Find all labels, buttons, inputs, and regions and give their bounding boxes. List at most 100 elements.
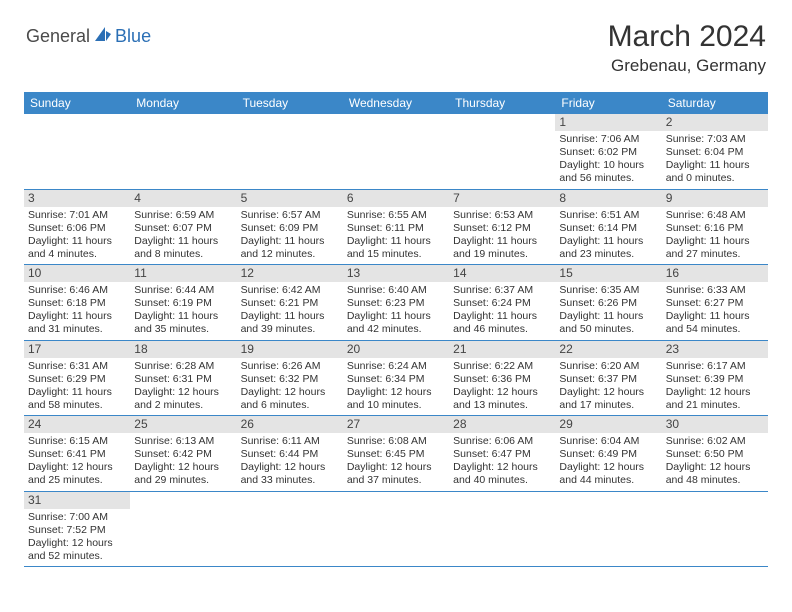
daylight-line: Daylight: 12 hours bbox=[347, 461, 445, 474]
daylight-line: and 52 minutes. bbox=[28, 550, 126, 563]
daylight-line: Daylight: 11 hours bbox=[559, 310, 657, 323]
sunrise-line: Sunrise: 6:53 AM bbox=[453, 209, 551, 222]
day-number: 22 bbox=[555, 341, 661, 358]
day-number: 19 bbox=[237, 341, 343, 358]
sunset-line: Sunset: 6:09 PM bbox=[241, 222, 339, 235]
daylight-line: and 48 minutes. bbox=[666, 474, 764, 487]
day-of-week-header: Sunday Monday Tuesday Wednesday Thursday… bbox=[24, 92, 768, 114]
sunset-line: Sunset: 6:27 PM bbox=[666, 297, 764, 310]
day-number: 13 bbox=[343, 265, 449, 282]
sunrise-line: Sunrise: 6:31 AM bbox=[28, 360, 126, 373]
sunrise-line: Sunrise: 6:42 AM bbox=[241, 284, 339, 297]
empty-cell bbox=[343, 114, 449, 189]
day-cell: 12Sunrise: 6:42 AMSunset: 6:21 PMDayligh… bbox=[237, 265, 343, 340]
daylight-line: and 19 minutes. bbox=[453, 248, 551, 261]
day-cell: 22Sunrise: 6:20 AMSunset: 6:37 PMDayligh… bbox=[555, 341, 661, 416]
day-cell: 3Sunrise: 7:01 AMSunset: 6:06 PMDaylight… bbox=[24, 190, 130, 265]
empty-cell bbox=[449, 114, 555, 189]
daylight-line: and 12 minutes. bbox=[241, 248, 339, 261]
daylight-line: Daylight: 11 hours bbox=[28, 235, 126, 248]
day-number: 31 bbox=[24, 492, 130, 509]
day-number: 28 bbox=[449, 416, 555, 433]
sunset-line: Sunset: 6:18 PM bbox=[28, 297, 126, 310]
day-cell: 16Sunrise: 6:33 AMSunset: 6:27 PMDayligh… bbox=[662, 265, 768, 340]
day-number: 10 bbox=[24, 265, 130, 282]
title-block: March 2024 Grebenau, Germany bbox=[608, 20, 766, 76]
empty-cell bbox=[237, 114, 343, 189]
daylight-line: and 33 minutes. bbox=[241, 474, 339, 487]
daylight-line: and 44 minutes. bbox=[559, 474, 657, 487]
sunset-line: Sunset: 6:06 PM bbox=[28, 222, 126, 235]
day-cell: 30Sunrise: 6:02 AMSunset: 6:50 PMDayligh… bbox=[662, 416, 768, 491]
sunrise-line: Sunrise: 6:22 AM bbox=[453, 360, 551, 373]
sunrise-line: Sunrise: 7:03 AM bbox=[666, 133, 764, 146]
calendar-table: Sunday Monday Tuesday Wednesday Thursday… bbox=[24, 92, 768, 567]
day-cell: 28Sunrise: 6:06 AMSunset: 6:47 PMDayligh… bbox=[449, 416, 555, 491]
sunset-line: Sunset: 6:39 PM bbox=[666, 373, 764, 386]
daylight-line: Daylight: 12 hours bbox=[666, 461, 764, 474]
daylight-line: and 10 minutes. bbox=[347, 399, 445, 412]
daylight-line: and 6 minutes. bbox=[241, 399, 339, 412]
week-row: 17Sunrise: 6:31 AMSunset: 6:29 PMDayligh… bbox=[24, 341, 768, 417]
dow-tuesday: Tuesday bbox=[237, 92, 343, 114]
daylight-line: Daylight: 12 hours bbox=[28, 537, 126, 550]
day-number: 6 bbox=[343, 190, 449, 207]
empty-cell bbox=[555, 492, 661, 567]
daylight-line: Daylight: 11 hours bbox=[134, 235, 232, 248]
day-number: 12 bbox=[237, 265, 343, 282]
sunrise-line: Sunrise: 6:26 AM bbox=[241, 360, 339, 373]
week-row: 31Sunrise: 7:00 AMSunset: 7:52 PMDayligh… bbox=[24, 492, 768, 568]
sunrise-line: Sunrise: 7:00 AM bbox=[28, 511, 126, 524]
day-number: 25 bbox=[130, 416, 236, 433]
day-cell: 20Sunrise: 6:24 AMSunset: 6:34 PMDayligh… bbox=[343, 341, 449, 416]
sunset-line: Sunset: 6:49 PM bbox=[559, 448, 657, 461]
day-cell: 5Sunrise: 6:57 AMSunset: 6:09 PMDaylight… bbox=[237, 190, 343, 265]
day-number: 15 bbox=[555, 265, 661, 282]
sunrise-line: Sunrise: 6:15 AM bbox=[28, 435, 126, 448]
sunset-line: Sunset: 6:50 PM bbox=[666, 448, 764, 461]
sunset-line: Sunset: 6:14 PM bbox=[559, 222, 657, 235]
sunrise-line: Sunrise: 6:02 AM bbox=[666, 435, 764, 448]
sunrise-line: Sunrise: 6:28 AM bbox=[134, 360, 232, 373]
sunset-line: Sunset: 6:26 PM bbox=[559, 297, 657, 310]
sunset-line: Sunset: 6:12 PM bbox=[453, 222, 551, 235]
sunrise-line: Sunrise: 6:11 AM bbox=[241, 435, 339, 448]
day-number: 8 bbox=[555, 190, 661, 207]
week-row: 3Sunrise: 7:01 AMSunset: 6:06 PMDaylight… bbox=[24, 190, 768, 266]
daylight-line: Daylight: 12 hours bbox=[28, 461, 126, 474]
daylight-line: and 39 minutes. bbox=[241, 323, 339, 336]
sunset-line: Sunset: 6:16 PM bbox=[666, 222, 764, 235]
sail-icon bbox=[94, 26, 112, 47]
day-number: 27 bbox=[343, 416, 449, 433]
sunrise-line: Sunrise: 6:37 AM bbox=[453, 284, 551, 297]
brand-logo: General Blue bbox=[26, 20, 151, 47]
empty-cell bbox=[343, 492, 449, 567]
day-number: 23 bbox=[662, 341, 768, 358]
sunrise-line: Sunrise: 6:24 AM bbox=[347, 360, 445, 373]
day-number: 17 bbox=[24, 341, 130, 358]
daylight-line: and 37 minutes. bbox=[347, 474, 445, 487]
daylight-line: Daylight: 11 hours bbox=[134, 310, 232, 323]
daylight-line: and 0 minutes. bbox=[666, 172, 764, 185]
day-cell: 9Sunrise: 6:48 AMSunset: 6:16 PMDaylight… bbox=[662, 190, 768, 265]
day-cell: 14Sunrise: 6:37 AMSunset: 6:24 PMDayligh… bbox=[449, 265, 555, 340]
sunset-line: Sunset: 6:47 PM bbox=[453, 448, 551, 461]
day-cell: 8Sunrise: 6:51 AMSunset: 6:14 PMDaylight… bbox=[555, 190, 661, 265]
dow-thursday: Thursday bbox=[449, 92, 555, 114]
day-cell: 21Sunrise: 6:22 AMSunset: 6:36 PMDayligh… bbox=[449, 341, 555, 416]
daylight-line: and 15 minutes. bbox=[347, 248, 445, 261]
day-cell: 10Sunrise: 6:46 AMSunset: 6:18 PMDayligh… bbox=[24, 265, 130, 340]
location-label: Grebenau, Germany bbox=[608, 56, 766, 76]
daylight-line: Daylight: 11 hours bbox=[241, 310, 339, 323]
sunrise-line: Sunrise: 6:17 AM bbox=[666, 360, 764, 373]
day-number: 3 bbox=[24, 190, 130, 207]
daylight-line: and 4 minutes. bbox=[28, 248, 126, 261]
sunset-line: Sunset: 6:23 PM bbox=[347, 297, 445, 310]
sunrise-line: Sunrise: 6:59 AM bbox=[134, 209, 232, 222]
daylight-line: Daylight: 12 hours bbox=[347, 386, 445, 399]
daylight-line: Daylight: 11 hours bbox=[28, 310, 126, 323]
sunrise-line: Sunrise: 6:48 AM bbox=[666, 209, 764, 222]
sunrise-line: Sunrise: 6:44 AM bbox=[134, 284, 232, 297]
day-number: 9 bbox=[662, 190, 768, 207]
daylight-line: Daylight: 11 hours bbox=[28, 386, 126, 399]
